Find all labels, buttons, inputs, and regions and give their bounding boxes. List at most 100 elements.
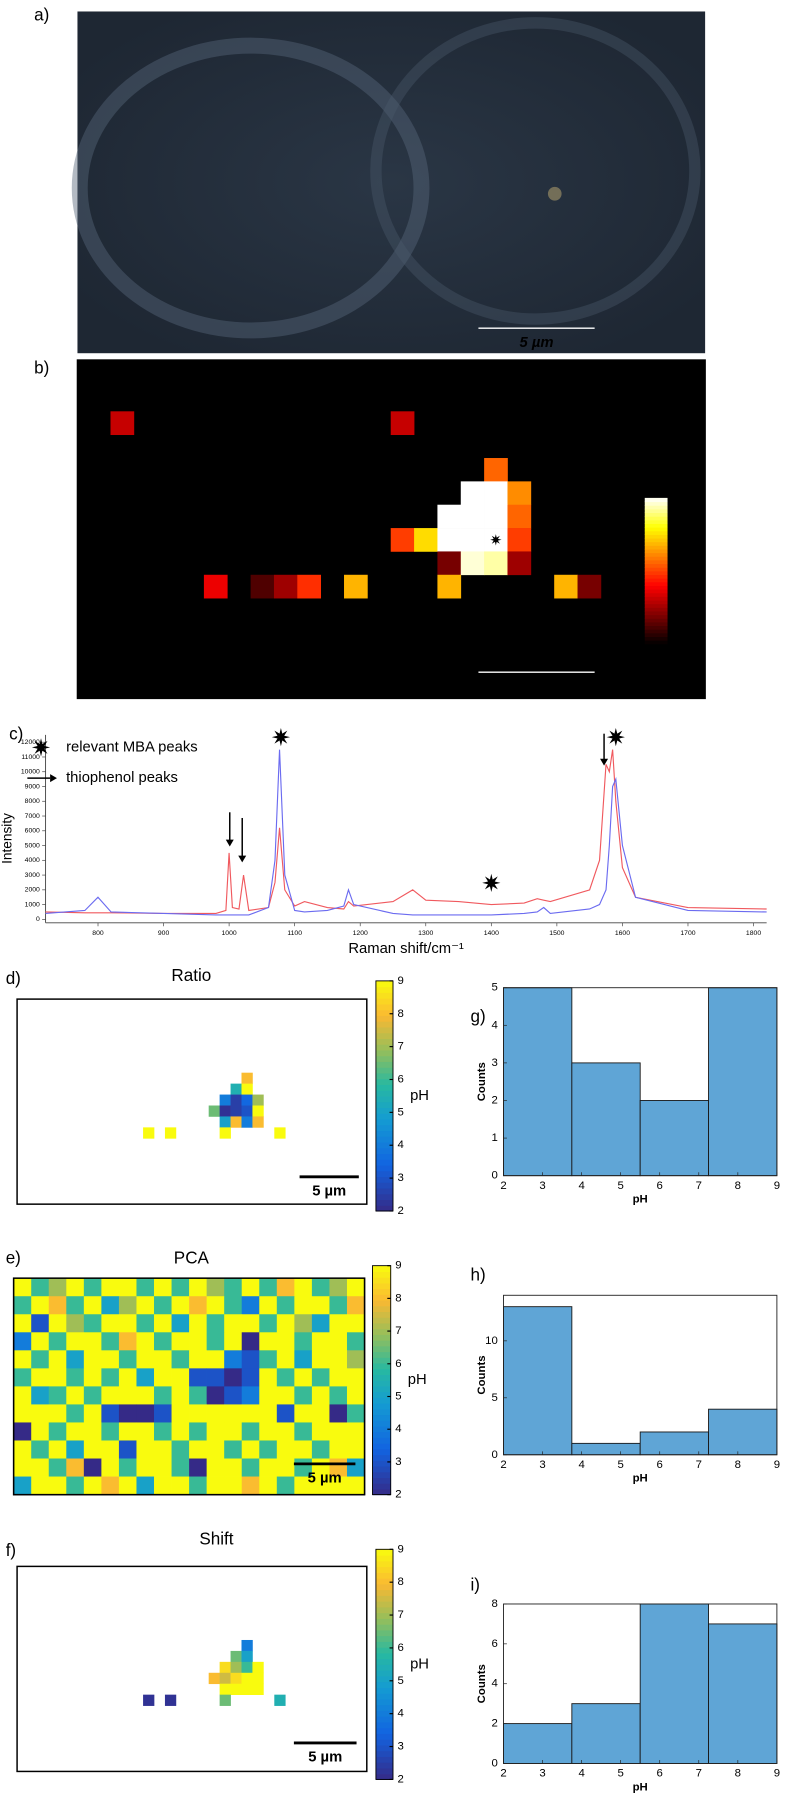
heatmap-cell — [329, 1368, 348, 1387]
colorbar-segment — [372, 1431, 391, 1438]
colorbar-segment — [375, 1572, 393, 1579]
heatmap-cell — [311, 1296, 330, 1315]
y-axis-label: Counts — [476, 1355, 488, 1394]
heatmap-cell — [219, 1672, 231, 1685]
heatmap-cell — [189, 1350, 207, 1369]
colorbar-segment — [372, 1368, 391, 1375]
y-tick-label: 2 — [491, 1095, 497, 1107]
heatmap-cell — [48, 1458, 67, 1477]
heatmap-cell — [252, 1672, 264, 1685]
annotation: thiophenol peaks — [66, 770, 178, 786]
heatmap-cell — [241, 1672, 253, 1685]
y-tick-label: 12000 — [21, 739, 40, 746]
y-tick-label: 6000 — [25, 828, 40, 835]
heatmap-cell — [48, 1440, 67, 1459]
annotation: relevant MBA peaks — [66, 739, 198, 755]
heatmap-cell — [241, 1105, 253, 1117]
heatmap-frame — [16, 1565, 368, 1773]
heatmap-border — [12, 1277, 366, 1496]
x-axis-label: pH — [633, 1473, 648, 1485]
heatmap-cell — [206, 1314, 225, 1333]
heatmap-cell — [259, 1314, 278, 1333]
heatmap-cell — [414, 528, 438, 552]
colorbar-segment — [372, 1322, 391, 1330]
heatmap-cell — [346, 1350, 365, 1369]
heatmap-cell — [171, 1476, 190, 1495]
heatmap-cell — [136, 1476, 155, 1495]
heatmap-cell — [154, 1332, 172, 1351]
colorbar-segment — [372, 1345, 391, 1353]
x-tick-label: 9 — [774, 1768, 780, 1780]
colorbar-segment — [644, 563, 668, 568]
heatmap-cell — [294, 1314, 313, 1333]
heatmap-cell — [118, 1296, 137, 1315]
x-axis-label: pH — [633, 1781, 648, 1793]
heatmap-frame — [16, 998, 368, 1205]
heatmap-cell — [241, 1683, 253, 1695]
scale-bar-label: 5 µm — [520, 679, 554, 695]
panel-title: PCA — [174, 1248, 210, 1267]
heatmap-cell — [329, 1440, 348, 1459]
y-tick-label: 4 — [491, 1678, 497, 1690]
colorbar-tick-label: 0 — [649, 663, 658, 680]
colorbar-tick-label: 7 — [395, 1325, 401, 1337]
colorbar-segment — [372, 1334, 391, 1341]
colorbar-segment — [644, 556, 668, 561]
heatmap-cell — [329, 1386, 348, 1405]
heatmap-cell — [31, 1278, 50, 1297]
heatmap-cell — [171, 1386, 190, 1405]
heatmap-cell — [118, 1440, 137, 1459]
heatmap-cell — [259, 1296, 278, 1315]
colorbar-segment — [372, 1317, 391, 1324]
colorbar-segment — [375, 1578, 393, 1585]
heatmap-cell — [48, 1422, 67, 1441]
x-tick-label: 6 — [657, 1768, 663, 1780]
colorbar-segment — [644, 625, 668, 630]
heatmap-cell — [13, 1314, 32, 1333]
colorbar-segment — [372, 1448, 391, 1456]
colorbar-tick-label: 3 — [398, 1172, 404, 1184]
heatmap-cell — [241, 1116, 253, 1128]
panel-title: Shift — [199, 1530, 233, 1549]
heatmap-cell — [66, 1278, 85, 1297]
y-tick-label: 0 — [36, 916, 40, 923]
heatmap-cell — [276, 1458, 295, 1477]
heatmap-cell — [48, 1476, 67, 1495]
arrow-head — [50, 774, 57, 783]
y-tick-label: 8000 — [25, 798, 40, 805]
heatmap-cell — [311, 1476, 330, 1495]
colorbar-segment — [375, 1090, 393, 1097]
heatmap-cell — [136, 1422, 155, 1441]
colorbar-segment — [375, 1601, 393, 1608]
colorbar-segment — [644, 592, 668, 597]
colorbar-segment — [375, 1555, 393, 1562]
heatmap-cell — [83, 1296, 102, 1315]
colorbar-segment — [375, 1756, 393, 1763]
heatmap-cell — [118, 1332, 137, 1351]
colorbar-segment — [375, 1136, 393, 1143]
heatmap-cell — [66, 1404, 85, 1423]
histogram-bar — [571, 1703, 641, 1764]
heatmap-cell — [48, 1404, 67, 1423]
colorbar-segment — [375, 1038, 393, 1045]
colorbar-tick-label: 8 — [398, 1576, 404, 1588]
heatmap-cell — [230, 1661, 242, 1674]
heatmap-cell — [136, 1404, 155, 1423]
y-tick-label: 5 — [491, 1392, 497, 1404]
colorbar-tick-label: 6 — [398, 1074, 404, 1086]
heatmap-cell — [390, 411, 415, 436]
heatmap-cell — [346, 1422, 365, 1441]
heatmap-cell — [206, 1368, 225, 1387]
heatmap-cell — [346, 1404, 365, 1423]
colorbar-frame — [375, 980, 394, 1212]
spectrum-line — [45, 749, 767, 915]
particle — [547, 186, 562, 201]
heatmap-cell — [294, 1440, 313, 1459]
colorbar-segment — [375, 1141, 393, 1149]
heatmap-cell — [48, 1350, 67, 1369]
heatmap-cell — [189, 1332, 207, 1351]
heatmap-cell — [230, 1650, 242, 1663]
colorbar-segment — [375, 1583, 393, 1591]
heatmap-cell — [101, 1440, 120, 1459]
